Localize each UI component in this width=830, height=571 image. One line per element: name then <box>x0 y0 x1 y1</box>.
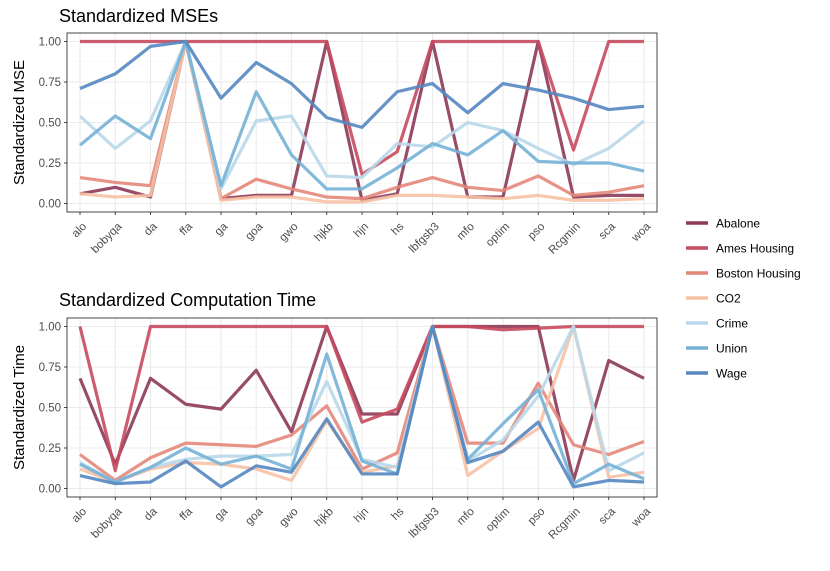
x-tick-label: ga <box>213 505 231 523</box>
x-tick-label: gwo <box>277 506 300 529</box>
x-tick-label: pso <box>526 221 548 243</box>
x-tick-label: hjn <box>352 221 371 240</box>
legend-label-crime: Crime <box>716 317 748 331</box>
x-tick-label: bobyqa <box>89 505 125 541</box>
y-tick-label: 0.50 <box>39 403 61 415</box>
series-line-wage <box>79 324 645 489</box>
x-tick-label: lbfgsb3 <box>407 221 442 256</box>
series-line-boston-housing <box>79 324 645 482</box>
x-tick-label: ga <box>213 220 231 238</box>
time-chart: 0.00 0.25 0.50 0.75 1.00 alo bobyqa da ffa ga goa g… <box>11 290 658 542</box>
x-tick-label: hs <box>389 221 406 238</box>
y-tick-label: 0.00 <box>39 199 61 211</box>
series-lines-mse <box>78 39 645 204</box>
y-tick-label: 1.00 <box>39 37 61 49</box>
series-lines-time <box>78 324 645 489</box>
series-line-union <box>79 324 645 486</box>
x-tick-label: goa <box>243 220 265 242</box>
y-tick-label: 0.75 <box>39 362 61 374</box>
y-tick-label: 0.25 <box>39 443 61 455</box>
y-tick-label: 1.00 <box>39 322 61 334</box>
mse-chart: 0.00 0.25 0.50 0.75 1.00 alo bobyqa da ffa ga goa g… <box>11 6 658 257</box>
x-tick-label: ffa <box>178 505 196 523</box>
x-tick-label: gwo <box>277 221 300 244</box>
legend-label-wage: Wage <box>716 367 747 381</box>
chart-title-mse: Standardized MSEs <box>59 6 218 26</box>
series-line-ames-housing <box>80 39 644 176</box>
legend-label-abalone: Abalone <box>716 217 760 231</box>
x-tick-label: bobyqa <box>89 220 125 256</box>
x-tick-label: optim <box>484 221 512 249</box>
legend-label-union: Union <box>716 342 747 356</box>
y-tick-label: 0.75 <box>39 77 61 89</box>
x-tick-label: pso <box>526 506 548 528</box>
x-tick-label: hjn <box>352 506 371 525</box>
x-tick-label: alo <box>70 506 89 525</box>
series-line-co2 <box>79 39 645 204</box>
x-tick-label: Rcgmin <box>547 221 583 257</box>
x-tick-label: goa <box>243 505 265 527</box>
legend-label-co2: CO2 <box>716 292 741 306</box>
y-tick-label: 0.25 <box>39 158 61 170</box>
y-axis-label-mse: Standardized MSE <box>11 60 28 185</box>
series-line-crime <box>78 39 645 191</box>
x-tick-label: woa <box>629 220 654 245</box>
chart-title-time: Standardized Computation Time <box>59 290 316 310</box>
series-line-wage <box>79 39 645 129</box>
x-tick-label: Rcgmin <box>547 506 583 542</box>
y-tick-label: 0.50 <box>39 118 61 130</box>
legend-label-ames-housing: Ames Housing <box>716 242 794 256</box>
y-axis-label-time: Standardized Time <box>11 345 28 470</box>
x-tick-label: hjkb <box>313 221 336 244</box>
x-tick-label: sca <box>597 220 619 242</box>
x-tick-label: lbfgsb3 <box>407 506 442 541</box>
legend: Abalone Ames Housing Boston Housing CO2 Crim… <box>686 217 801 381</box>
series-line-abalone <box>78 324 645 482</box>
x-tick-label: hs <box>389 506 406 523</box>
series-line-ames-housing <box>78 324 644 473</box>
series-line-union <box>78 39 645 191</box>
x-tick-label: mfo <box>455 506 477 528</box>
x-tick-label: optim <box>484 506 512 534</box>
x-tick-label: da <box>142 220 160 238</box>
x-tick-label: woa <box>629 505 654 530</box>
y-tick-label: 0.00 <box>39 484 61 496</box>
x-tick-label: alo <box>70 221 89 240</box>
x-tick-label: sca <box>597 505 619 527</box>
x-tick-label: mfo <box>455 221 477 243</box>
x-tick-label: da <box>142 505 160 523</box>
legend-label-boston-housing: Boston Housing <box>716 267 801 281</box>
x-tick-label: hjkb <box>313 506 336 529</box>
x-tick-label: ffa <box>178 220 196 238</box>
